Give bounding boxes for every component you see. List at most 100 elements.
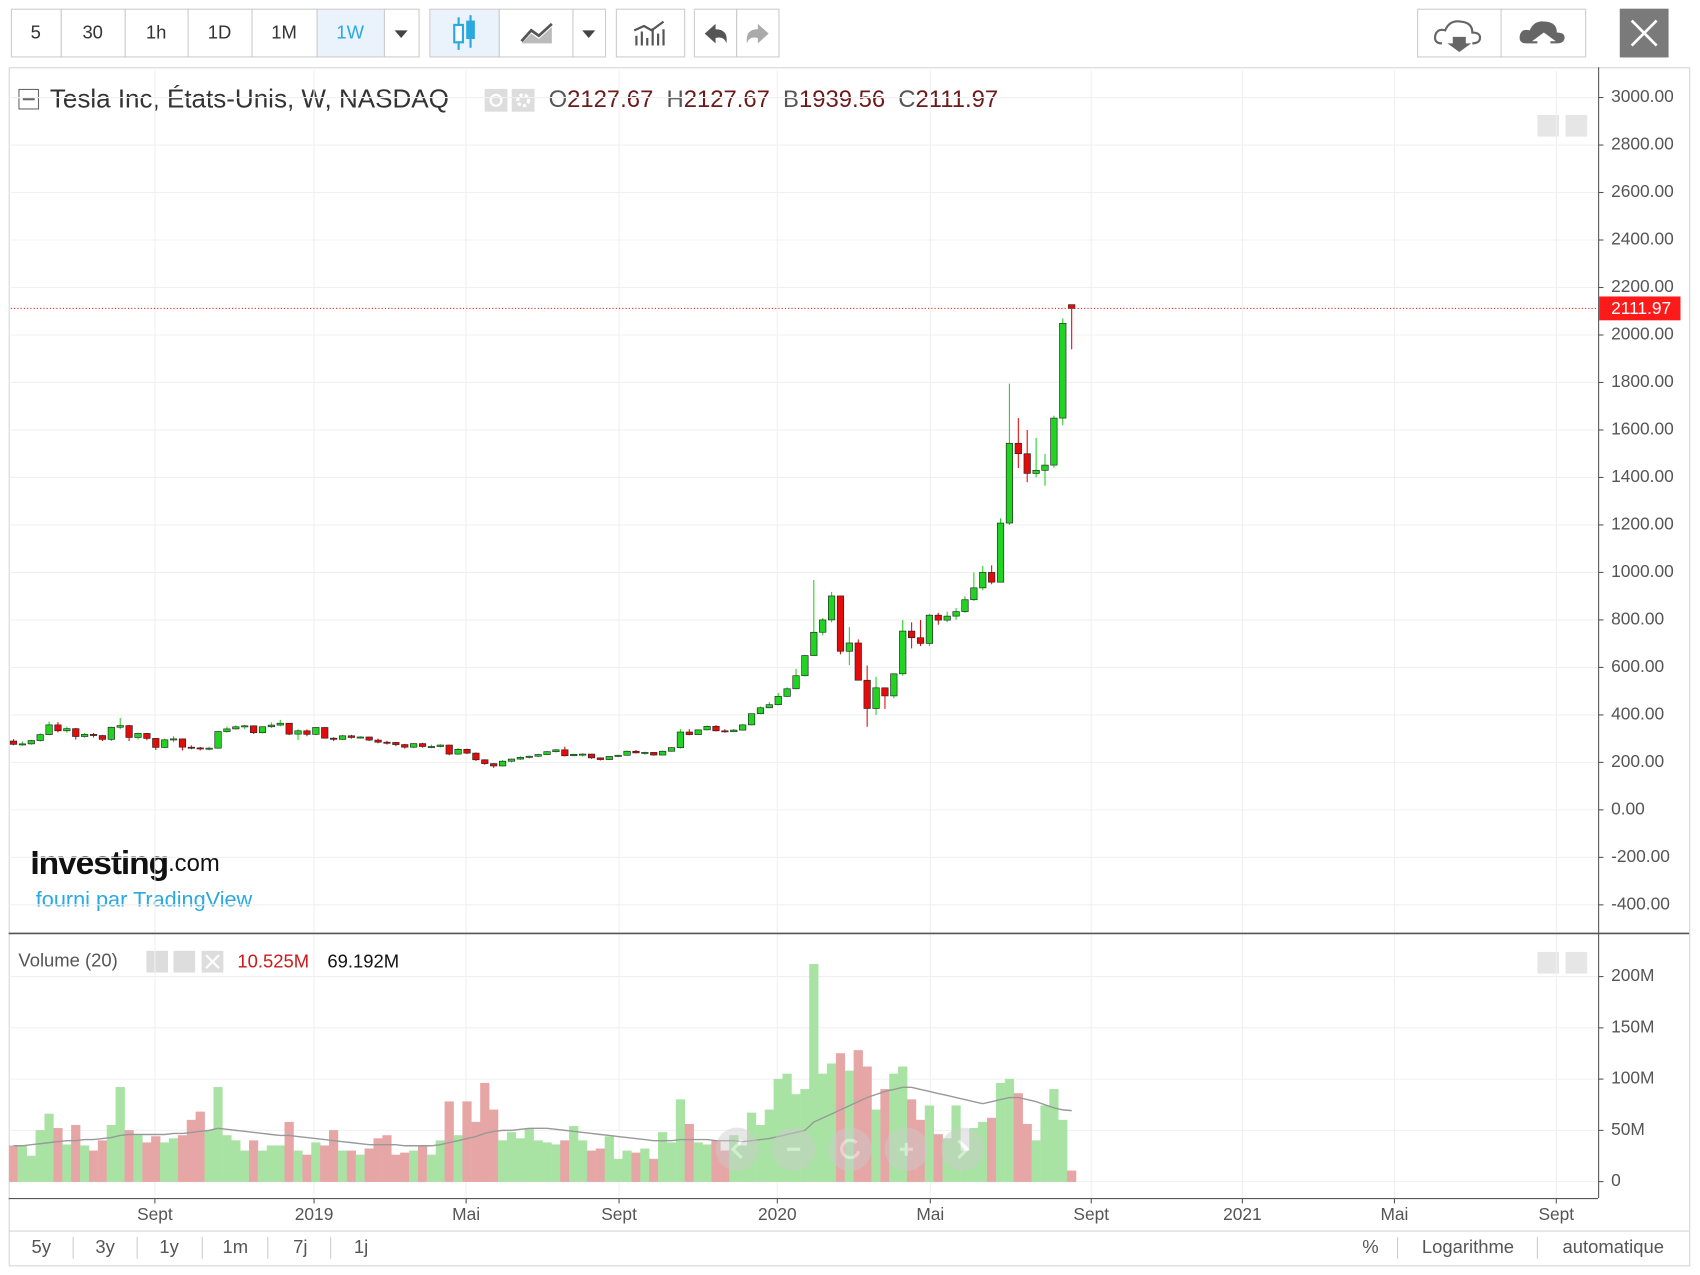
indicators-button[interactable] xyxy=(615,8,686,58)
range-button[interactable]: 7j xyxy=(293,1236,307,1257)
legend-value: 2127.67 xyxy=(684,86,770,113)
range-button[interactable]: 5y xyxy=(31,1236,51,1257)
volume-bar xyxy=(409,1150,419,1182)
pane-maximize-button[interactable] xyxy=(1565,951,1588,974)
dropdown-arrow xyxy=(582,30,596,38)
ohlc-legend: O2127.67 H2127.67 B1939.56 C2111.97 xyxy=(549,86,999,113)
chart-title: Tesla Inc, États-Unis, W, NASDAQ xyxy=(50,84,449,114)
settings-icon[interactable] xyxy=(173,950,196,973)
candle-body xyxy=(1050,417,1058,466)
volume-bar xyxy=(186,1119,196,1182)
brand-name: Investing xyxy=(30,845,168,882)
pane-down-button[interactable] xyxy=(1537,114,1560,137)
interval-label[interactable]: 30 xyxy=(82,21,102,42)
volume-bar xyxy=(382,1135,392,1182)
y-tick-label: 2400.00 xyxy=(1611,229,1674,249)
candle-body xyxy=(303,730,311,735)
candle-body xyxy=(365,736,373,741)
volume-bar xyxy=(311,1142,321,1182)
volume-bar xyxy=(337,1150,348,1182)
x-tick-label: Mai xyxy=(916,1204,944,1224)
volume-bar xyxy=(622,1150,632,1182)
scroll-right-button[interactable] xyxy=(941,1127,985,1171)
interval-button[interactable] xyxy=(187,8,253,58)
candle-type-button[interactable] xyxy=(429,8,500,58)
candle-body xyxy=(899,630,907,675)
candle-body xyxy=(934,614,942,621)
log-toggle[interactable]: Logarithme xyxy=(1422,1236,1514,1257)
candle-body xyxy=(516,757,524,760)
volume-ma-line xyxy=(13,1086,1072,1147)
interval-label[interactable]: 1M xyxy=(271,21,297,42)
y-tick-label: 2000.00 xyxy=(1611,324,1674,344)
volume-bar xyxy=(302,1154,312,1182)
y-tick-label: 2600.00 xyxy=(1611,181,1674,201)
candle-body xyxy=(881,687,889,697)
volume-bar xyxy=(1004,1078,1015,1182)
candle-body xyxy=(872,687,880,709)
range-button[interactable]: 1j xyxy=(354,1236,368,1257)
undo-icon xyxy=(704,23,727,44)
volume-bar xyxy=(818,1073,828,1182)
legend-value: 2127.67 xyxy=(567,86,653,113)
volume-bar xyxy=(160,1142,170,1182)
volume-bar xyxy=(569,1125,579,1182)
candle-body xyxy=(561,749,569,757)
range-button[interactable]: 1y xyxy=(159,1236,179,1257)
visibility-icon[interactable] xyxy=(146,950,169,973)
candle-body xyxy=(330,737,338,740)
volume-bar xyxy=(275,1145,285,1182)
zoom-in-button[interactable] xyxy=(884,1127,929,1171)
visibility-icon[interactable] xyxy=(484,88,508,112)
volume-bar xyxy=(71,1124,81,1182)
interval-label[interactable]: 1h xyxy=(146,21,167,42)
candle-body xyxy=(1068,304,1076,309)
legend-letter: H xyxy=(666,86,683,113)
volume-bar xyxy=(1067,1170,1077,1182)
auto-toggle[interactable]: automatique xyxy=(1563,1236,1664,1257)
zoom-out-button[interactable] xyxy=(771,1127,816,1171)
candle-body xyxy=(18,743,26,746)
candle-body xyxy=(925,614,933,644)
range-button[interactable]: 3y xyxy=(95,1236,115,1257)
candle-body xyxy=(436,744,444,747)
interval-label[interactable]: 5 xyxy=(31,21,41,42)
volume-bar xyxy=(204,1130,214,1182)
candle-body xyxy=(250,725,258,734)
candle-body xyxy=(472,752,480,761)
interval-label[interactable]: 1D xyxy=(208,21,232,42)
candle-body xyxy=(739,724,747,731)
candle-body xyxy=(570,753,578,757)
volume-bar xyxy=(88,1150,99,1182)
legend-value: 1939.56 xyxy=(799,86,885,113)
percent-toggle[interactable]: % xyxy=(1362,1236,1378,1257)
volume-bar xyxy=(613,1158,623,1182)
y-tick-label: 200M xyxy=(1611,965,1654,985)
candle-icon xyxy=(453,15,475,50)
reset-button[interactable] xyxy=(828,1127,872,1171)
pane-maximize-button[interactable] xyxy=(1565,114,1588,137)
settings-icon[interactable] xyxy=(511,88,535,112)
range-button[interactable]: 1m xyxy=(222,1236,248,1257)
upload-arrow xyxy=(1531,32,1556,50)
volume-bar xyxy=(44,1113,54,1182)
interval-button[interactable] xyxy=(316,8,385,58)
interval-label[interactable]: 1W xyxy=(336,21,364,42)
candle-body xyxy=(143,733,151,739)
candle-body xyxy=(659,750,667,756)
volume-last: 10.525M xyxy=(237,951,309,972)
candle-body xyxy=(152,738,160,748)
candle-body xyxy=(810,631,818,656)
volume-bar xyxy=(880,1089,890,1182)
candle-body xyxy=(490,763,498,767)
interval-button[interactable] xyxy=(10,8,62,58)
volume-bar xyxy=(213,1087,223,1182)
candle-body xyxy=(970,587,978,601)
candle-body xyxy=(667,747,676,752)
candle-body xyxy=(258,726,267,734)
x-tick-label: 2021 xyxy=(1223,1204,1262,1224)
pane-up-button[interactable] xyxy=(1537,951,1560,974)
scroll-left-button[interactable] xyxy=(715,1127,759,1171)
download-arrow xyxy=(1447,36,1472,53)
candle-body xyxy=(721,730,729,733)
